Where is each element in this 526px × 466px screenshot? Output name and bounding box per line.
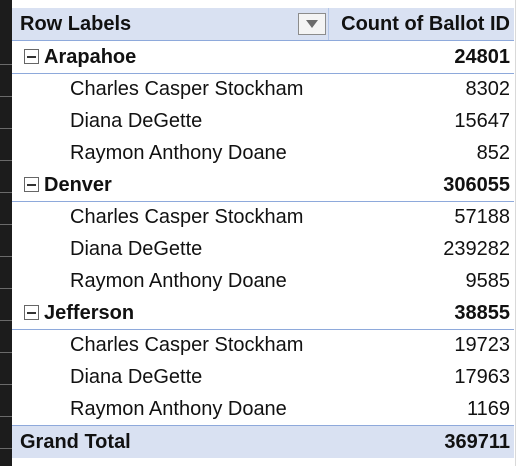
gutter-divider [0,64,12,65]
grand-total-label: Grand Total [20,430,131,453]
candidate-label: Diana DeGette [70,237,203,260]
table-row[interactable]: Diana DeGette 15647 [12,105,514,137]
candidate-label: Raymon Anthony Doane [70,141,287,164]
group-label: Jefferson [44,301,135,324]
group-label: Arapahoe [44,45,137,68]
header-divider [328,8,329,40]
group-total: 306055 [443,173,510,196]
ballot-count: 1169 [466,397,510,420]
group-row-arapahoe[interactable]: Arapahoe 24801 [12,41,514,74]
table-row[interactable]: Diana DeGette 17963 [12,361,514,393]
ballot-count: 9585 [465,269,511,292]
group-label: Denver [44,173,112,196]
ballot-count: 19723 [454,333,510,356]
pivot-table: Row Labels Count of Ballot ID Arapahoe 2… [12,0,526,466]
gutter-divider [0,288,12,289]
candidate-label: Charles Casper Stockham [70,77,304,100]
candidate-label: Charles Casper Stockham [70,333,304,356]
filter-dropdown-icon [306,20,318,28]
pivot-header-row: Row Labels Count of Ballot ID [12,8,514,41]
candidate-label: Diana DeGette [70,109,203,132]
group-total: 38855 [454,301,510,324]
table-row[interactable]: Charles Casper Stockham 57188 [12,201,514,233]
ballot-count: 852 [476,141,510,164]
gutter-divider [0,256,12,257]
row-labels-header[interactable]: Row Labels [20,12,132,35]
group-total: 24801 [454,45,510,68]
ballot-count: 15647 [454,109,510,132]
collapse-minus-icon[interactable] [24,177,39,192]
count-of-ballot-id-header[interactable]: Count of Ballot ID [341,12,510,35]
ballot-count: 57188 [454,205,510,228]
gutter-divider [0,320,12,321]
filter-dropdown-button[interactable] [298,13,326,35]
gutter-divider [0,416,12,417]
table-row[interactable]: Diana DeGette 239282 [12,233,514,265]
column-gridline [515,0,516,466]
collapse-minus-icon[interactable] [24,305,39,320]
ballot-count: 8302 [465,77,511,100]
table-row[interactable]: Raymon Anthony Doane 9585 [12,265,514,297]
candidate-label: Diana DeGette [70,365,203,388]
gutter-divider [0,160,12,161]
table-row[interactable]: Charles Casper Stockham 19723 [12,329,514,361]
collapse-minus-icon[interactable] [24,49,39,64]
ballot-count: 239282 [443,237,510,260]
table-row[interactable]: Raymon Anthony Doane 852 [12,137,514,169]
gutter-divider [0,224,12,225]
gutter-divider [0,384,12,385]
gutter-divider [0,192,12,193]
group-row-denver[interactable]: Denver 306055 [12,169,514,202]
row-header-gutter [0,0,12,466]
table-row[interactable]: Charles Casper Stockham 8302 [12,73,514,105]
table-row[interactable]: Raymon Anthony Doane 1169 [12,393,514,425]
gutter-divider [0,448,12,449]
grand-total-value: 369711 [444,430,510,453]
ballot-count: 17963 [454,365,510,388]
gutter-divider [0,352,12,353]
gutter-divider [0,96,12,97]
candidate-label: Charles Casper Stockham [70,205,304,228]
grand-total-row[interactable]: Grand Total 369711 [12,425,514,458]
group-row-jefferson[interactable]: Jefferson 38855 [12,297,514,330]
gutter-divider [0,128,12,129]
candidate-label: Raymon Anthony Doane [70,397,287,420]
candidate-label: Raymon Anthony Doane [70,269,287,292]
